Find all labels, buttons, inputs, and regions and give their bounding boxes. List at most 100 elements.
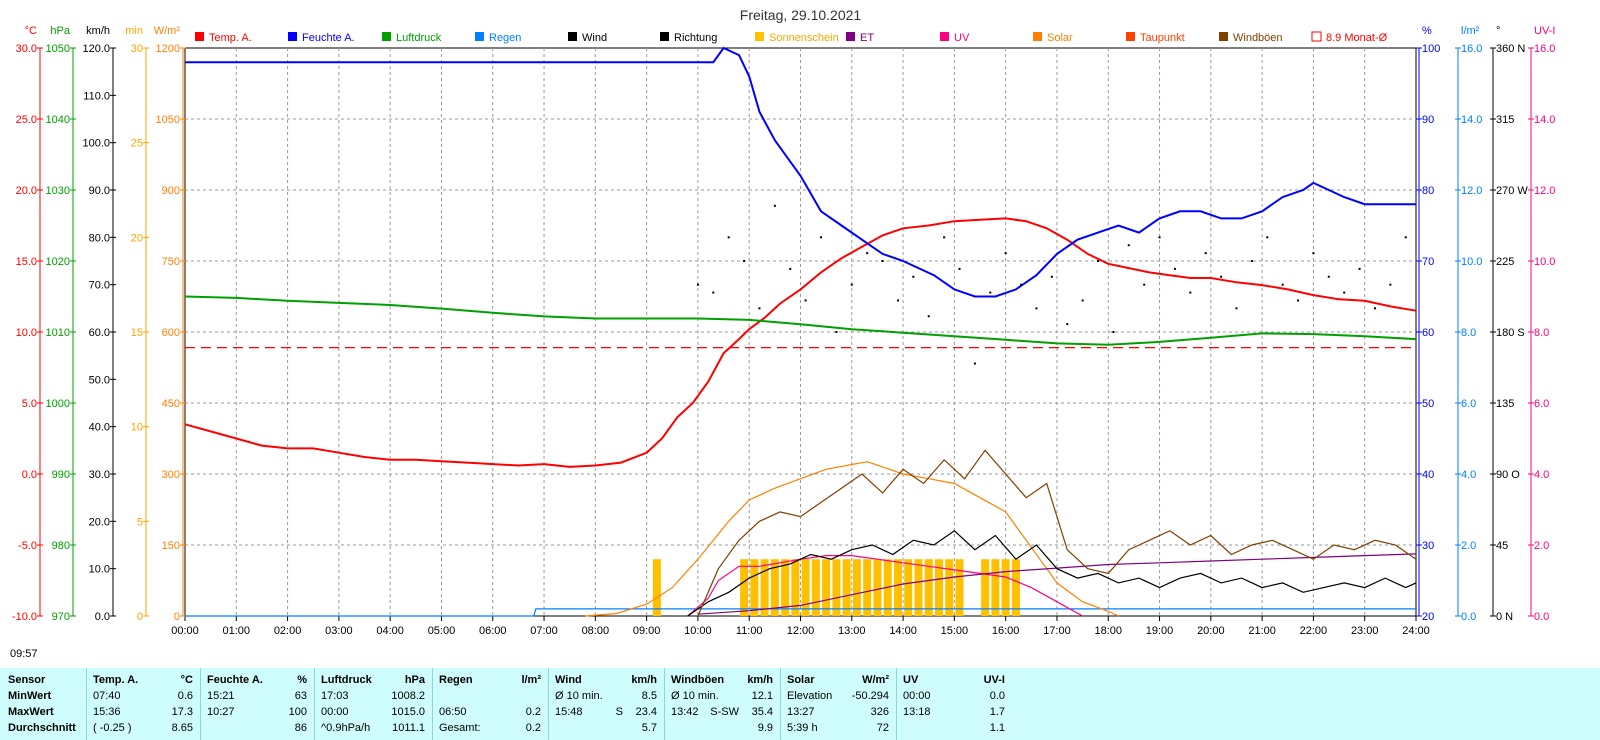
bar-sonnenschein bbox=[791, 559, 800, 616]
axis-tick-label-kmh: 60.0 bbox=[89, 327, 110, 339]
axis-tick-label-uvi: 4.0 bbox=[1534, 469, 1549, 481]
cell-feuchte-time: 10:27 bbox=[207, 706, 235, 718]
cell-boeen-value: 35.4 bbox=[751, 706, 773, 718]
unit-regen: l/m² bbox=[521, 674, 541, 686]
cell-druck-value: 1015.0 bbox=[391, 706, 425, 718]
axis-tick-label-hpa: 980 bbox=[52, 540, 70, 552]
series-windb-en bbox=[697, 449, 1417, 617]
axis-tick-label-deg: 90 O bbox=[1496, 469, 1520, 481]
point bbox=[1035, 307, 1038, 310]
row-max-label: MaxWert bbox=[8, 706, 54, 718]
axis-tick-label-deg: 0 N bbox=[1496, 611, 1513, 623]
series-wind bbox=[687, 530, 1417, 617]
axis-tick-label-temp: 20.0 bbox=[16, 185, 37, 197]
x-tick-label: 22:00 bbox=[1300, 625, 1328, 637]
point bbox=[943, 236, 946, 239]
axis-tick-label-kmh: 110.0 bbox=[83, 90, 110, 102]
cell-solar-value: 326 bbox=[870, 706, 889, 718]
legend-swatch bbox=[475, 32, 484, 41]
bar-sonnenschein bbox=[811, 559, 820, 616]
bar-sonnenschein bbox=[842, 559, 851, 616]
cell-druck-value: 1011.1 bbox=[392, 722, 425, 734]
point bbox=[1327, 275, 1330, 278]
legend-item: Taupunkt bbox=[1140, 32, 1185, 44]
axis-tick-label-deg: 270 W bbox=[1496, 185, 1528, 197]
legend-swatch bbox=[940, 32, 949, 41]
point bbox=[973, 362, 976, 365]
series-line bbox=[184, 217, 1417, 468]
axis-unit-hpa: hPa bbox=[50, 25, 70, 37]
unit-feuchte: % bbox=[297, 674, 307, 686]
hdr-regen: Regen bbox=[439, 674, 473, 686]
legend-item: Windböen bbox=[1233, 32, 1283, 44]
axis-tick-label-pct: 90 bbox=[1422, 114, 1434, 126]
point bbox=[850, 283, 853, 286]
bar-sonnenschein bbox=[893, 559, 902, 616]
x-tick-label: 03:00 bbox=[325, 625, 353, 637]
axis-tick-label-lm2: 14.0 bbox=[1461, 114, 1482, 126]
point bbox=[835, 331, 838, 333]
axis-tick-label-min: 25 bbox=[131, 138, 143, 150]
axis-tick-label-temp: 0.0 bbox=[22, 469, 37, 481]
axis-tick-label-deg: 360 N bbox=[1496, 43, 1525, 55]
x-tick-label: 07:00 bbox=[530, 625, 558, 637]
bar-sonnenschein bbox=[914, 559, 923, 616]
cell-boeen-value: 12.1 bbox=[751, 690, 773, 702]
axis-tick-label-hpa: 970 bbox=[52, 611, 70, 623]
axis-tick-label-kmh: 30.0 bbox=[89, 469, 110, 481]
point bbox=[1004, 252, 1007, 255]
x-tick-label: 16:00 bbox=[992, 625, 1020, 637]
legend-swatch bbox=[1126, 32, 1135, 41]
axis-tick-label-lm2: 0.0 bbox=[1461, 611, 1476, 623]
axis-tick-label-pct: 60 bbox=[1422, 327, 1434, 339]
point bbox=[1389, 283, 1392, 286]
axis-unit-kmh: km/h bbox=[86, 25, 110, 37]
axis-tick-label-uvi: 2.0 bbox=[1534, 540, 1549, 552]
cell-uv-time: 13:18 bbox=[903, 706, 931, 718]
axis-tick-label-wm2: 600 bbox=[162, 327, 180, 339]
bar-sonnenschein bbox=[1001, 559, 1010, 616]
axis-unit-temp: °C bbox=[25, 25, 37, 37]
axis-tick-label-uvi: 16.0 bbox=[1534, 43, 1555, 55]
cell-feuchte-value: 63 bbox=[294, 690, 307, 702]
cell-druck-time: ^0.9hPa/h bbox=[321, 722, 371, 734]
axis-tick-label-wm2: 450 bbox=[162, 398, 180, 410]
x-tick-label: 02:00 bbox=[274, 625, 302, 637]
axis-tick-label-temp: 25.0 bbox=[16, 114, 37, 126]
unit-temp: °C bbox=[180, 674, 193, 686]
axis-tick-label-temp: 5.0 bbox=[22, 398, 37, 410]
x-tick-label: 21:00 bbox=[1248, 625, 1276, 637]
axis-unit-wm2: W/m² bbox=[154, 25, 181, 37]
cell-regen-value: 0.2 bbox=[525, 722, 541, 734]
row-min-label: MinWert bbox=[8, 690, 52, 702]
series-line bbox=[697, 449, 1417, 617]
point bbox=[1358, 267, 1361, 270]
axis-tick-label-kmh: 20.0 bbox=[89, 516, 110, 528]
axis-tick-label-min: 10 bbox=[131, 422, 143, 434]
cell-feuchte-value: 100 bbox=[288, 706, 307, 718]
unit-druck: hPa bbox=[404, 674, 425, 686]
point bbox=[758, 307, 761, 310]
axis-tick-label-kmh: 100.0 bbox=[82, 138, 110, 150]
bar-sonnenschein bbox=[781, 559, 790, 616]
axis-tick-label-hpa: 1050 bbox=[46, 43, 70, 55]
axis-tick-label-kmh: 70.0 bbox=[89, 280, 110, 292]
cell-boeen-value: 9.9 bbox=[757, 722, 773, 734]
bar-sonnenschein bbox=[852, 559, 861, 616]
series-richtung bbox=[696, 204, 1407, 365]
axis-tick-label-hpa: 990 bbox=[52, 469, 70, 481]
col-feuchte: Feuchte A.% 15:21 63 10:27 100 86 bbox=[200, 668, 315, 740]
x-tick-label: 05:00 bbox=[428, 625, 456, 637]
axis-tick-label-min: 15 bbox=[131, 327, 143, 339]
bar-sonnenschein bbox=[770, 559, 779, 616]
axis-tick-label-hpa: 1000 bbox=[46, 398, 70, 410]
axis-tick-label-pct: 70 bbox=[1422, 256, 1434, 268]
cell-regen-time: 06:50 bbox=[439, 706, 467, 718]
point bbox=[866, 252, 869, 255]
point bbox=[1096, 260, 1099, 262]
legend-swatch bbox=[846, 32, 855, 41]
cell-boeen-dir: S-SW bbox=[710, 706, 739, 718]
axis-tick-label-kmh: 90.0 bbox=[89, 185, 110, 197]
axis-tick-label-uvi: 6.0 bbox=[1534, 398, 1549, 410]
cell-temp-time: 15:36 bbox=[93, 706, 121, 718]
